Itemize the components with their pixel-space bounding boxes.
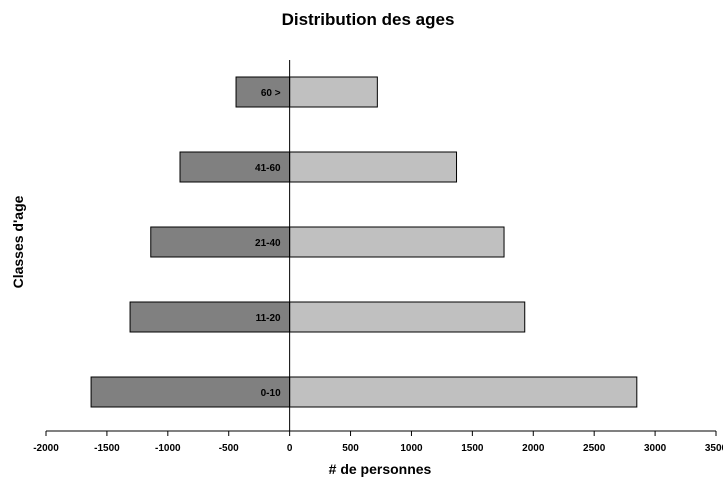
category-label: 21-40 — [255, 238, 281, 249]
bar-left — [150, 226, 291, 258]
x-tick-label: 3500 — [705, 443, 723, 454]
category-label: 60 > — [261, 88, 281, 99]
x-tick-label: 0 — [287, 443, 293, 454]
x-tick-label: -2000 — [33, 443, 59, 454]
x-tick-label: 3000 — [644, 443, 667, 454]
bar-left — [90, 376, 291, 408]
x-axis-label: # de personnes — [329, 461, 432, 477]
plot-area: 60 > 41-60 21-40 11-20 0-10 -2000 -1500 -1000 -5… — [33, 60, 723, 454]
x-tick-label: 2000 — [522, 443, 545, 454]
category-label: 11-20 — [256, 313, 281, 324]
y-axis-label: Classes d'age — [10, 195, 26, 288]
bar-right — [289, 151, 458, 183]
bar-right — [289, 376, 638, 408]
x-tick-label: 500 — [342, 443, 359, 454]
chart-title: Distribution des ages — [282, 10, 455, 29]
bar-left — [179, 151, 291, 183]
x-tick-label: 1000 — [400, 443, 423, 454]
x-tick-label: -1000 — [155, 443, 181, 454]
category-label: 0-10 — [261, 388, 281, 399]
bar-right — [289, 76, 378, 108]
category-label: 41-60 — [255, 163, 281, 174]
x-tick-label: 1500 — [461, 443, 484, 454]
bar-left — [235, 76, 291, 108]
bar-right — [289, 301, 526, 333]
x-tick-label: -500 — [219, 443, 239, 454]
x-tick-label: -1500 — [94, 443, 120, 454]
x-tick-label: 2500 — [583, 443, 606, 454]
bar-right — [289, 226, 505, 258]
